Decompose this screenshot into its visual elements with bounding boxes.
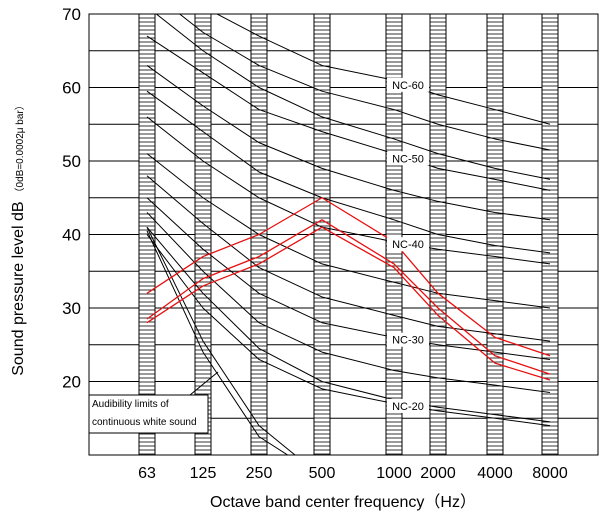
nc-curve-4: [146, 65, 551, 221]
ladder-8000: [541, 13, 559, 456]
nc-curve-11: [146, 226, 551, 423]
annotation-line-2: continuous white sound: [92, 417, 197, 428]
label-text: NC-30: [392, 335, 424, 347]
y-tick-label: 70: [62, 5, 81, 24]
audibility-curve-0: [146, 226, 296, 455]
labels-layer: 20 30 40 50 60 70 63 125 250 500 1000 2000 4000 8000 N…: [62, 5, 568, 482]
nc-40-curve: [146, 116, 551, 265]
x-tick-label: 4000: [477, 465, 513, 482]
annotation-line-1: Audibility limits of: [92, 399, 169, 410]
measured-series-1: [146, 219, 551, 375]
nc-curve-8: [146, 175, 551, 342]
nc-40-label: NC-40: [387, 237, 429, 252]
grid-layer: [89, 50, 598, 456]
nc-60-curve: [215, 14, 551, 125]
svg-text:Sound pressure level dB（0dB=0.: Sound pressure level dB （0dB=0.0002μ bar）: [10, 100, 27, 376]
x-tick-label: 63: [138, 465, 156, 482]
measured-series-2: [146, 226, 551, 381]
annotation-box: [88, 394, 209, 434]
label-bg: [387, 332, 429, 347]
y-axis-label: Sound pressure level dB: [10, 201, 27, 375]
ladder-4000: [486, 13, 504, 456]
nc-30-curve: [146, 197, 551, 360]
ladder-frame: [541, 13, 559, 456]
annotation-leader: [189, 371, 219, 396]
audibility-curve-1: [146, 230, 289, 455]
ladder-500: [313, 13, 331, 456]
nc-curve-1: [178, 14, 551, 151]
x-tick-label: 125: [190, 465, 217, 482]
x-tick-label: 2000: [420, 465, 456, 482]
nc-50-label: NC-50: [387, 151, 429, 166]
label-text: NC-20: [392, 401, 424, 413]
label-text: NC-40: [392, 239, 424, 251]
label-text: NC-50: [392, 153, 424, 165]
nc-30-label: NC-30: [387, 332, 429, 347]
nc-50-curve: [146, 35, 551, 191]
nc-curve-10: [146, 212, 551, 394]
nc-60-label: NC-60: [387, 77, 429, 92]
x-tick-label: 1000: [376, 465, 412, 482]
x-tick-label: 8000: [532, 465, 568, 482]
y-tick-label: 40: [62, 226, 81, 245]
plot-frame: [88, 13, 599, 456]
nc-20-curve: [146, 234, 551, 427]
y-tick-label: 30: [62, 299, 81, 318]
x-tick-label: 500: [309, 465, 336, 482]
label-bg: [387, 398, 429, 413]
plot-border: [88, 13, 599, 456]
label-text: NC-60: [392, 80, 424, 92]
y-tick-label: 20: [62, 373, 81, 392]
label-bg: [387, 151, 429, 166]
measured-series-0: [146, 197, 551, 357]
label-bg: [387, 77, 429, 92]
nc-curve-2: [155, 14, 551, 180]
y-tick-label: 50: [62, 152, 81, 171]
x-axis-title: Octave band center frequency（Hz）: [210, 493, 476, 511]
audibility-annotation: Audibility limits of continuous white so…: [88, 371, 219, 434]
y-tick-label: 60: [62, 79, 81, 98]
y-axis-unit: （0dB=0.0002μ bar）: [14, 100, 26, 197]
curves-layer: [146, 14, 551, 455]
x-tick-label: 250: [246, 465, 273, 482]
label-bg: [387, 237, 429, 252]
ladder-frame: [486, 13, 504, 456]
nc-curve-5: [146, 90, 551, 254]
y-axis-title: Sound pressure level dB （0dB=0.0002μ bar）: [10, 100, 27, 376]
nc-20-label: NC-20: [387, 398, 429, 413]
nc-curve-7: [146, 153, 551, 309]
